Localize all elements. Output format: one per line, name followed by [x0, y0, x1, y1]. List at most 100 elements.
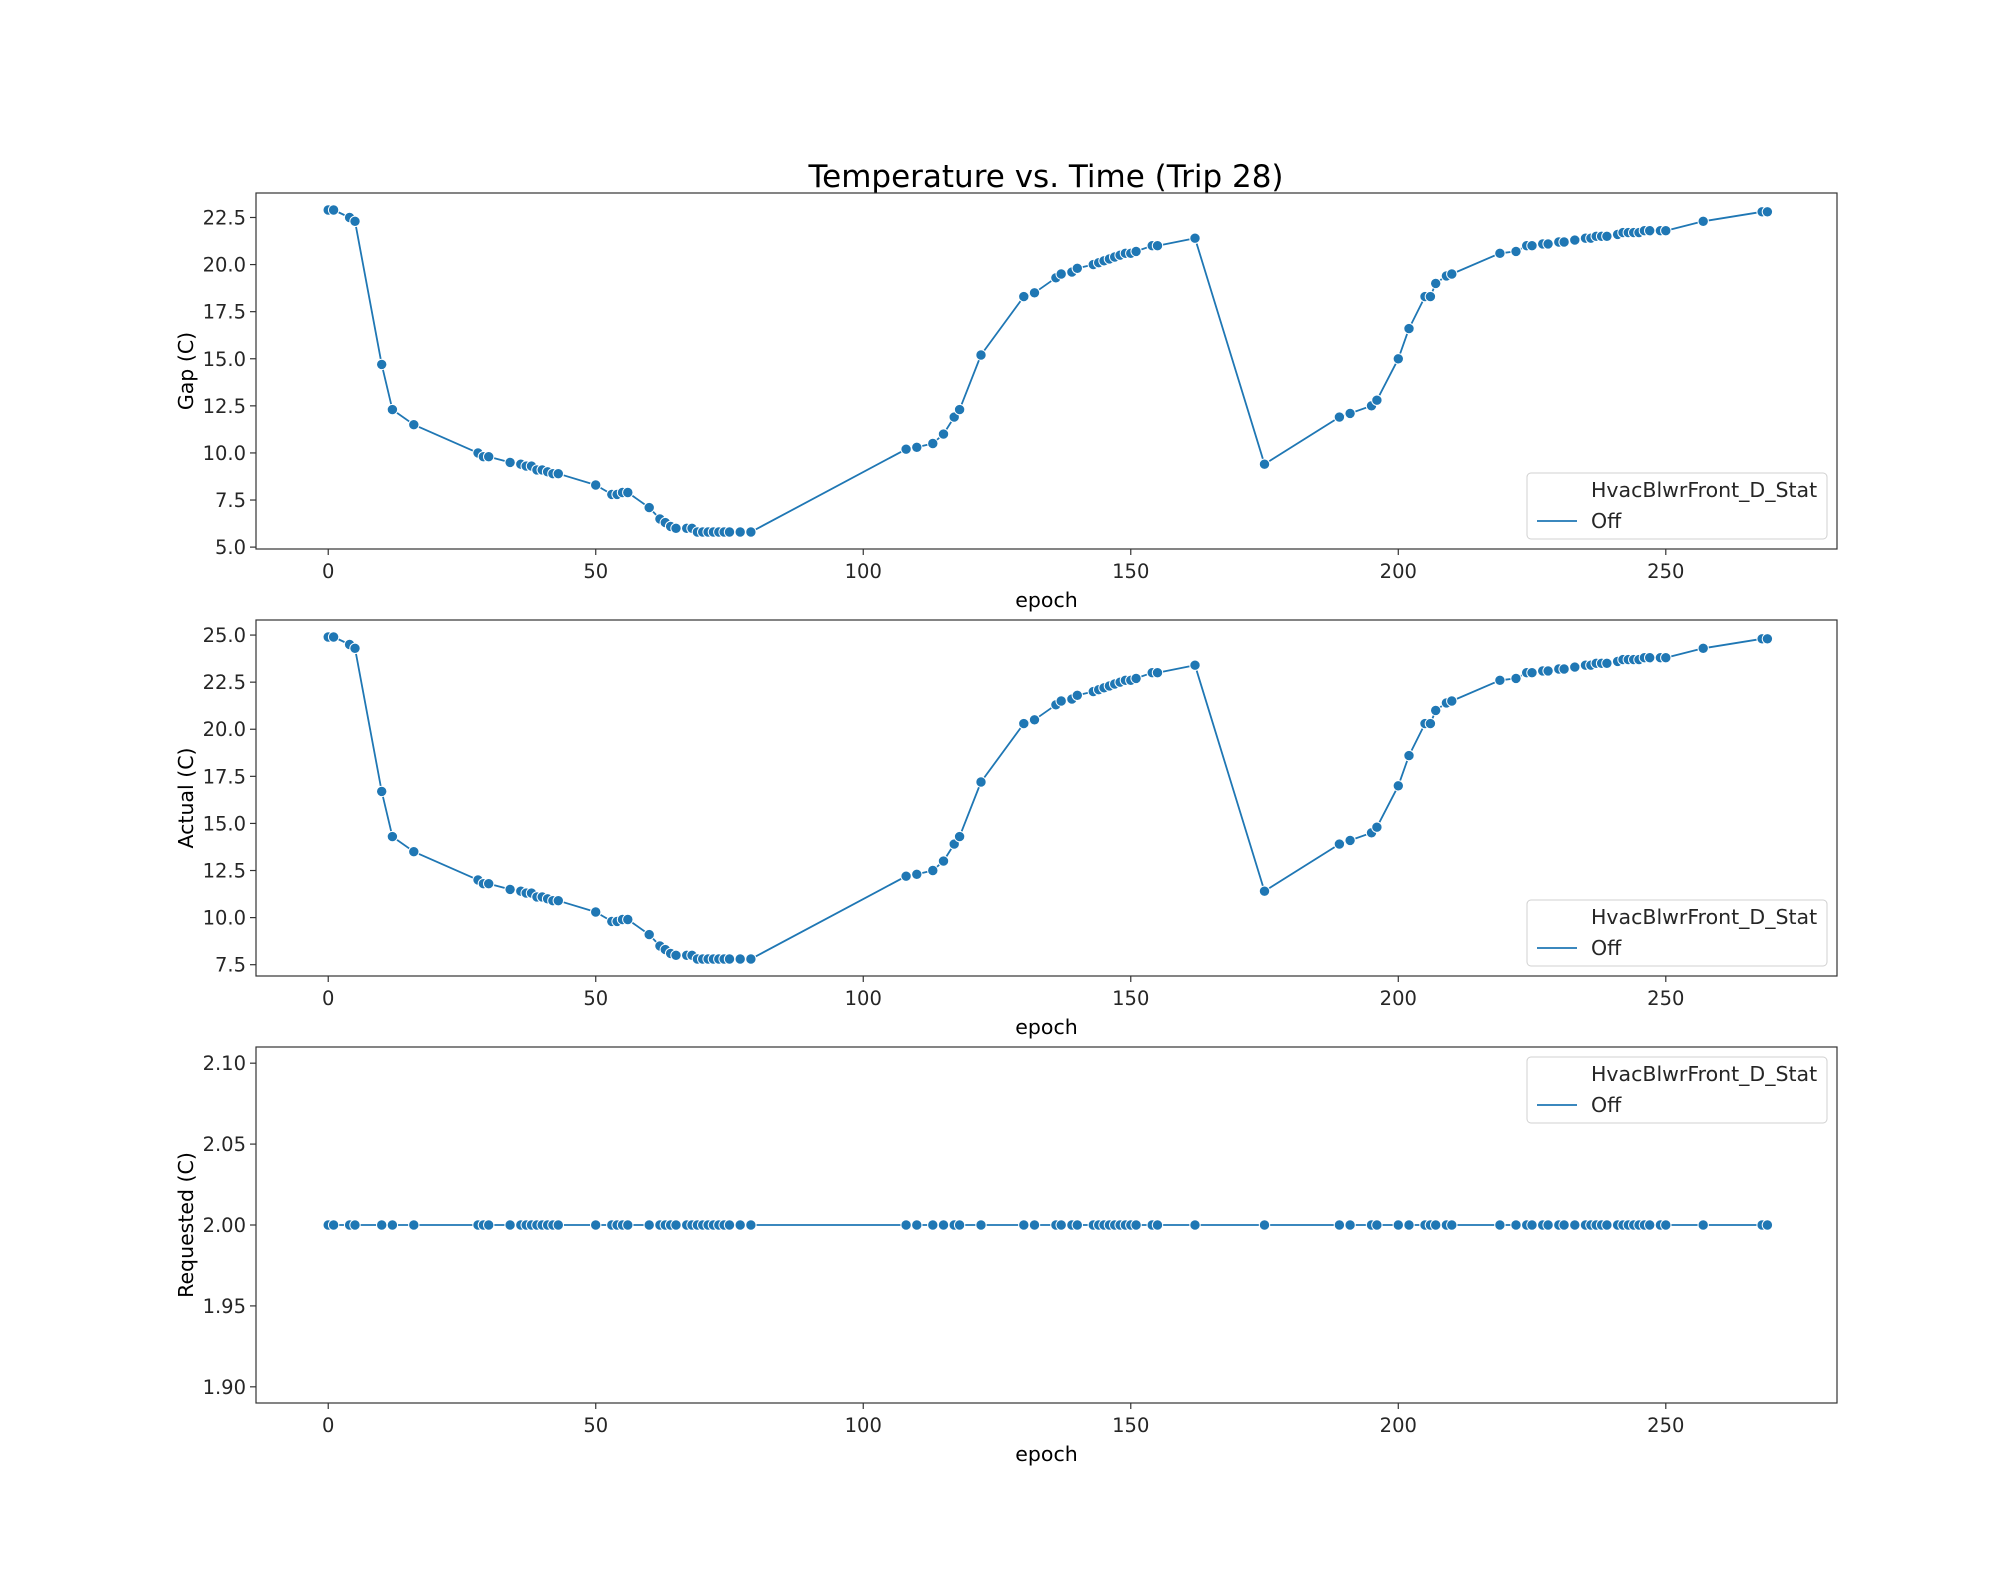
legend: HvacBlwrFront_D_Stat Off — [1526, 1056, 1828, 1124]
data-point — [1526, 667, 1538, 679]
data-point — [1542, 665, 1554, 677]
data-point — [408, 1219, 420, 1231]
data-point — [734, 1219, 746, 1231]
data-point — [900, 443, 912, 455]
y-axis-label: Requested (C) — [174, 1152, 198, 1298]
data-point — [1371, 394, 1383, 406]
y-tick-label: 15.0 — [203, 348, 246, 371]
x-axis-label: epoch — [1015, 1442, 1077, 1466]
legend-box — [1526, 1056, 1828, 1124]
data-point — [1392, 780, 1405, 792]
data-point — [386, 830, 399, 843]
data-point — [349, 215, 361, 228]
data-point — [975, 776, 987, 788]
data-point — [1601, 1219, 1613, 1231]
axes-frame — [255, 192, 1838, 550]
data-point — [1569, 661, 1581, 673]
data-point — [386, 403, 399, 416]
data-point — [504, 883, 516, 896]
data-point — [1446, 268, 1458, 280]
x-tick-label: 150 — [1112, 1414, 1149, 1437]
data-point — [953, 830, 966, 843]
data-point — [1510, 1219, 1522, 1231]
y-tick-label: 12.5 — [203, 860, 246, 883]
data-point — [975, 1219, 987, 1231]
data-point — [927, 864, 939, 877]
legend-title: HvacBlwrFront_D_Stat — [1591, 905, 1817, 930]
data-point — [504, 1219, 516, 1231]
data-point — [622, 1219, 634, 1231]
data-point — [953, 1219, 966, 1231]
data-point — [1130, 1219, 1142, 1231]
y-axis-label: Actual (C) — [174, 747, 198, 848]
data-point — [1558, 1219, 1570, 1231]
data-point — [911, 868, 923, 880]
data-point — [1333, 1219, 1346, 1231]
data-point — [1601, 230, 1613, 243]
data-point — [622, 913, 634, 926]
data-point — [1761, 633, 1774, 645]
data-point — [1697, 1219, 1709, 1231]
y-tick-label: 25.0 — [203, 624, 246, 647]
data-point — [1055, 695, 1067, 707]
legend-title: HvacBlwrFront_D_Stat — [1591, 1062, 1817, 1087]
data-point — [1189, 232, 1201, 244]
data-point — [1151, 667, 1164, 679]
data-point — [1644, 225, 1656, 237]
data-point — [504, 456, 516, 469]
data-point — [1130, 672, 1142, 685]
data-point — [1189, 1219, 1201, 1231]
data-point — [1660, 1219, 1672, 1231]
data-point — [1526, 240, 1538, 252]
data-point — [1018, 717, 1030, 730]
data-point — [1430, 1219, 1442, 1231]
y-tick-label: 17.5 — [203, 301, 246, 324]
data-point — [1601, 657, 1613, 669]
data-point — [1333, 838, 1346, 850]
data-point — [1028, 1219, 1041, 1231]
y-tick-label: 1.95 — [203, 1295, 246, 1318]
data-point — [670, 949, 682, 961]
data-point — [1697, 642, 1709, 654]
data-point — [1258, 1219, 1271, 1231]
data-point — [590, 906, 602, 918]
figure-title: Temperature vs. Time (Trip 28) — [807, 159, 1283, 195]
data-point — [1494, 674, 1506, 686]
data-point — [900, 1219, 912, 1231]
y-tick-label: 2.00 — [203, 1214, 246, 1237]
legend: HvacBlwrFront_D_Stat Off — [1526, 472, 1828, 540]
data-point — [643, 928, 655, 941]
data-point — [937, 428, 950, 440]
data-point — [1392, 1219, 1405, 1231]
data-point — [1569, 234, 1581, 246]
data-point — [1761, 1219, 1774, 1231]
data-point — [937, 855, 950, 867]
data-point — [1446, 695, 1458, 707]
x-tick-label: 0 — [322, 560, 334, 583]
subplot-3: 0 50 100 150 200 250 1.90 1.95 2.00 2.05 2.10 epoch… — [174, 1046, 1838, 1466]
data-point — [1071, 262, 1084, 274]
y-tick-label: 12.5 — [203, 395, 246, 418]
data-point — [1028, 287, 1041, 299]
data-point — [1526, 1219, 1538, 1231]
x-tick-label: 100 — [845, 1414, 882, 1437]
data-point — [1494, 247, 1506, 260]
x-tick-label: 250 — [1647, 560, 1684, 583]
data-point — [1151, 240, 1164, 252]
data-point — [911, 441, 923, 453]
x-tick-label: 0 — [322, 1414, 334, 1437]
data-point — [1018, 290, 1030, 303]
x-tick-label: 150 — [1112, 987, 1149, 1010]
data-point — [1510, 672, 1522, 685]
data-point — [1569, 1219, 1581, 1231]
data-point — [386, 1219, 399, 1231]
data-point — [408, 419, 420, 431]
y-tick-label: 1.90 — [203, 1376, 246, 1399]
data-point — [745, 1219, 757, 1231]
data-point — [1430, 277, 1442, 290]
data-point — [643, 1219, 655, 1231]
data-point — [745, 953, 757, 965]
legend-box — [1526, 899, 1828, 967]
data-point — [1660, 225, 1672, 237]
